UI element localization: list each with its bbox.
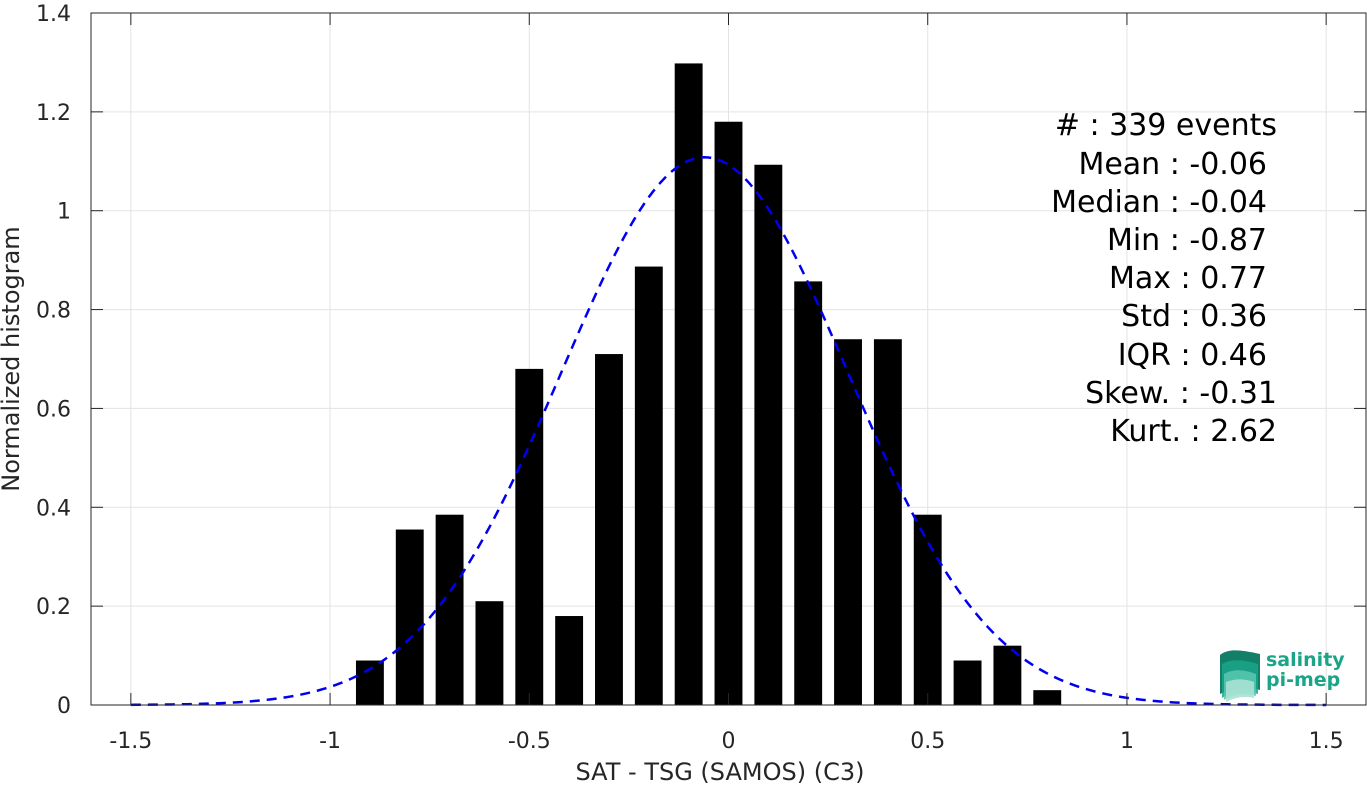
x-tick-label: 0.5 (910, 729, 945, 754)
histogram-bar (834, 339, 862, 705)
histogram-bar (953, 660, 982, 705)
stat-iqr: IQR : 0.46 (1118, 338, 1267, 373)
y-tick-label: 1 (57, 200, 71, 225)
histogram-bar (555, 616, 584, 705)
stat-count: # : 339 events (1055, 108, 1277, 143)
histogram-bar (435, 514, 464, 705)
histogram-bar (634, 266, 663, 705)
wave-logo-icon (1220, 650, 1260, 702)
logo-text-pi-mep: pi-mep (1266, 669, 1340, 691)
x-tick-label: -1 (319, 729, 341, 754)
y-tick-label: 0.4 (36, 496, 71, 521)
stat-min: Min : -0.87 (1107, 223, 1267, 258)
y-tick-label: 0.6 (36, 397, 71, 422)
statistics-annotations: # : 339 events Mean : -0.06 Median : -0.… (1051, 108, 1277, 449)
histogram-bar (1033, 690, 1062, 705)
x-tick-label: -1.5 (109, 729, 152, 754)
y-tick-label: 1.4 (36, 2, 71, 27)
histogram-bar (595, 354, 623, 705)
histogram-bar (674, 63, 703, 706)
stat-kurt: Kurt. : 2.62 (1110, 414, 1277, 449)
histogram-bars (355, 63, 1062, 706)
histogram-bar (993, 645, 1022, 705)
x-tick-label: 1.5 (1309, 729, 1344, 754)
axis-ticks: -1.5 -1 -0.5 0 0.5 1 1.5 0 0.2 0.4 0.6 0.8 1 1.2 1.4 (36, 2, 1366, 754)
stat-std: Std : 0.36 (1121, 299, 1267, 334)
histogram-bar (913, 514, 942, 705)
y-tick-label: 0.2 (36, 595, 71, 620)
y-tick-label: 1.2 (36, 101, 71, 126)
histogram-bar (355, 660, 384, 705)
x-axis-label: SAT - TSG (SAMOS) (C3) (576, 758, 865, 785)
stat-median: Median : -0.04 (1051, 185, 1267, 220)
stat-max: Max : 0.77 (1109, 261, 1267, 296)
salinity-pi-mep-logo: salinity pi-mep (1220, 649, 1345, 702)
x-tick-label: 0 (722, 729, 736, 754)
histogram-bar (395, 529, 424, 705)
stat-skew: Skew. : -0.31 (1085, 376, 1277, 411)
histogram-bar (475, 601, 504, 705)
histogram-bar (714, 121, 743, 705)
y-tick-label: 0.8 (36, 299, 71, 324)
y-axis-label: Normalized histogram (0, 226, 25, 491)
x-tick-label: -0.5 (508, 729, 551, 754)
histogram-bar (873, 339, 902, 705)
histogram-bar (515, 368, 544, 705)
logo-text-salinity: salinity (1266, 649, 1345, 671)
histogram-bar (794, 281, 823, 705)
stat-mean: Mean : -0.06 (1078, 147, 1267, 182)
x-tick-label: 1 (1120, 729, 1134, 754)
histogram-bar (754, 164, 783, 705)
y-tick-label: 0 (57, 694, 71, 719)
